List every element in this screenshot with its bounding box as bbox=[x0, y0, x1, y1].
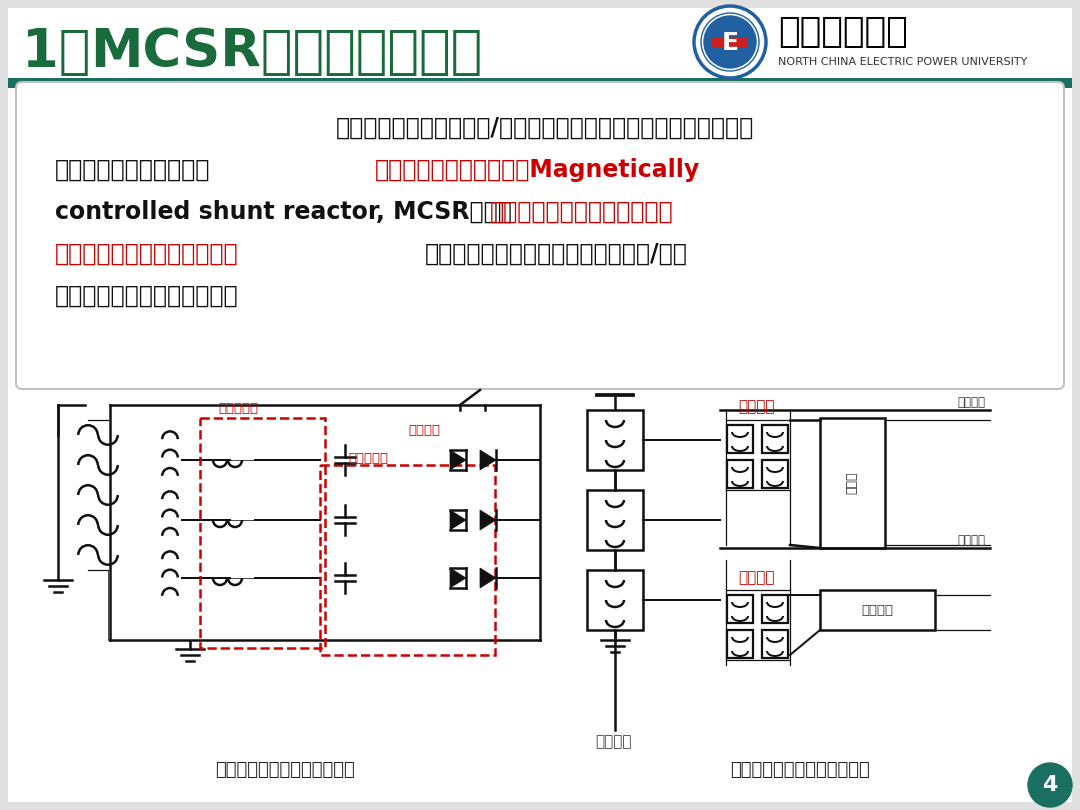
Text: 晶闸管阀: 晶闸管阀 bbox=[408, 424, 440, 437]
Bar bbox=[727, 630, 753, 658]
Text: 控制绕组: 控制绕组 bbox=[738, 399, 774, 415]
Bar bbox=[712, 37, 748, 47]
FancyBboxPatch shape bbox=[16, 82, 1064, 389]
Text: 磁控式可控并联电抗器（Magnetically: 磁控式可控并联电抗器（Magnetically bbox=[375, 158, 700, 182]
Text: controlled shunt reactor, MCSR）具有: controlled shunt reactor, MCSR）具有 bbox=[55, 200, 512, 224]
Text: 网侧绕组: 网侧绕组 bbox=[595, 735, 632, 749]
Bar bbox=[727, 595, 753, 623]
Polygon shape bbox=[450, 510, 465, 530]
Text: 补唇绕组: 补唇绕组 bbox=[738, 570, 774, 586]
Bar bbox=[727, 425, 753, 453]
Text: 态控制特性优良、谐波含量小: 态控制特性优良、谐波含量小 bbox=[55, 242, 239, 266]
Text: 直流母线: 直流母线 bbox=[957, 534, 985, 547]
Bar bbox=[588, 410, 643, 470]
Bar bbox=[762, 460, 788, 488]
Circle shape bbox=[704, 16, 756, 68]
Text: 整流器: 整流器 bbox=[846, 471, 859, 494]
Text: 华北电力大学: 华北电力大学 bbox=[778, 15, 908, 49]
Bar bbox=[727, 460, 753, 488]
Bar bbox=[820, 590, 935, 630]
Text: 直流母线: 直流母线 bbox=[957, 395, 985, 408]
Text: 目前国内外工程应用于超/特高压电网的可控电抗器主要可分为分级: 目前国内外工程应用于超/特高压电网的可控电抗器主要可分为分级 bbox=[336, 116, 754, 140]
Text: 旁路断路器: 旁路断路器 bbox=[348, 451, 388, 464]
Text: 4: 4 bbox=[1042, 775, 1057, 795]
Polygon shape bbox=[450, 450, 465, 470]
Text: 等优点，且造价相对低廉，在我国超/特高: 等优点，且造价相对低廉，在我国超/特高 bbox=[426, 242, 688, 266]
Polygon shape bbox=[480, 510, 496, 530]
Bar bbox=[588, 570, 643, 630]
Text: 容量大范围平滑连续可调、稳: 容量大范围平滑连续可调、稳 bbox=[490, 200, 674, 224]
Text: E: E bbox=[721, 31, 739, 55]
Text: MCSR结构及原理简介: MCSR结构及原理简介 bbox=[90, 26, 483, 78]
Text: 压电网建设中应用前景广阔。: 压电网建设中应用前景广阔。 bbox=[55, 284, 239, 308]
Polygon shape bbox=[450, 568, 465, 588]
Text: 式和磁控式两大类。其中: 式和磁控式两大类。其中 bbox=[55, 158, 211, 182]
Text: 串接小电抗: 串接小电抗 bbox=[218, 402, 258, 415]
Polygon shape bbox=[480, 450, 496, 470]
Text: 分级式可控并联电抗器结构图: 分级式可控并联电抗器结构图 bbox=[215, 761, 355, 779]
Text: NORTH CHINA ELECTRIC POWER UNIVERSITY: NORTH CHINA ELECTRIC POWER UNIVERSITY bbox=[778, 57, 1027, 67]
Polygon shape bbox=[480, 568, 496, 588]
Circle shape bbox=[1028, 763, 1072, 807]
Bar bbox=[762, 425, 788, 453]
Bar bbox=[762, 630, 788, 658]
Text: NE: NE bbox=[408, 197, 683, 373]
Text: 滤波支路: 滤波支路 bbox=[861, 603, 893, 616]
Text: 1、: 1、 bbox=[22, 26, 91, 78]
Bar bbox=[588, 490, 643, 550]
Bar bbox=[762, 595, 788, 623]
Bar bbox=[8, 78, 1072, 88]
Text: 磁控式可控并联电抗器结构图: 磁控式可控并联电抗器结构图 bbox=[730, 761, 869, 779]
Bar bbox=[820, 418, 885, 548]
